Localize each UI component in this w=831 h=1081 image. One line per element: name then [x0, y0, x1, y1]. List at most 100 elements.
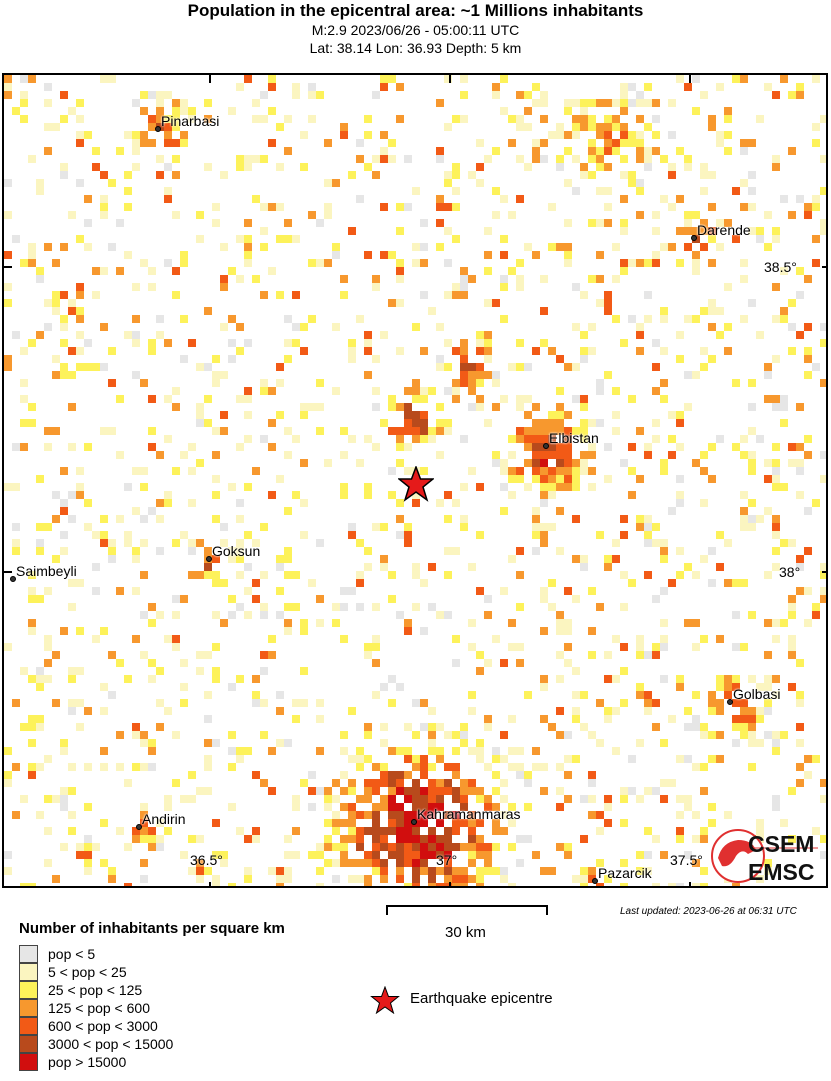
population-cell	[388, 139, 396, 147]
population-cell	[564, 643, 572, 651]
epicentre-legend-star-icon	[370, 986, 400, 1014]
population-cell	[196, 363, 204, 371]
population-cell	[84, 851, 92, 859]
population-cell	[340, 451, 348, 459]
population-cell	[812, 827, 820, 835]
population-cell	[676, 883, 684, 886]
population-cell	[148, 739, 156, 747]
legend-swatch	[19, 963, 38, 981]
population-cell	[292, 603, 300, 611]
population-cell	[564, 795, 572, 803]
population-cell	[708, 235, 716, 243]
population-cell	[372, 827, 380, 835]
population-cell	[364, 851, 372, 859]
population-cell	[764, 571, 772, 579]
population-cell	[316, 379, 324, 387]
population-cell	[732, 187, 740, 195]
population-cell	[404, 755, 412, 763]
population-cell	[412, 411, 420, 419]
population-cell	[812, 75, 820, 83]
population-cell	[388, 395, 396, 403]
population-cell	[676, 547, 684, 555]
population-cell	[204, 363, 212, 371]
population-cell	[476, 531, 484, 539]
population-cell	[92, 163, 100, 171]
population-cell	[228, 107, 236, 115]
population-cell	[52, 515, 60, 523]
population-cell	[396, 747, 404, 755]
population-cell	[588, 275, 596, 283]
population-cell	[284, 571, 292, 579]
population-cell	[796, 443, 804, 451]
population-cell	[748, 299, 756, 307]
population-cell	[580, 467, 588, 475]
population-cell	[220, 859, 228, 867]
population-cell	[636, 475, 644, 483]
population-cell	[460, 787, 468, 795]
population-cell	[212, 355, 220, 363]
population-cell	[348, 811, 356, 819]
population-cell	[244, 219, 252, 227]
population-cell	[796, 267, 804, 275]
population-cell	[276, 163, 284, 171]
population-cell	[444, 547, 452, 555]
population-cell	[676, 827, 684, 835]
population-cell	[700, 555, 708, 563]
population-map[interactable]: Pinarbasi Darende Elbistan Goksun Saimbeyli G…	[2, 73, 828, 888]
population-cell	[260, 115, 268, 123]
city-marker	[136, 824, 142, 830]
population-cell	[468, 403, 476, 411]
population-cell	[468, 363, 476, 371]
population-cell	[44, 323, 52, 331]
population-cell	[36, 331, 44, 339]
population-cell	[772, 803, 780, 811]
population-cell	[788, 635, 796, 643]
population-cell	[772, 459, 780, 467]
population-cell	[140, 107, 148, 115]
population-cell	[108, 179, 116, 187]
population-cell	[388, 747, 396, 755]
population-cell	[308, 803, 316, 811]
population-cell	[732, 443, 740, 451]
population-cell	[260, 603, 268, 611]
population-cell	[364, 723, 372, 731]
population-cell	[260, 291, 268, 299]
population-cell	[28, 739, 36, 747]
population-cell	[540, 715, 548, 723]
population-cell	[108, 75, 116, 83]
population-cell	[4, 867, 12, 875]
population-cell	[468, 787, 476, 795]
population-cell	[708, 227, 716, 235]
population-cell	[132, 131, 140, 139]
population-cell	[172, 779, 180, 787]
population-cell	[788, 603, 796, 611]
population-cell	[580, 291, 588, 299]
population-cell	[548, 523, 556, 531]
population-cell	[164, 131, 172, 139]
population-cell	[636, 211, 644, 219]
population-cell	[172, 467, 180, 475]
population-cell	[4, 75, 12, 83]
population-cell	[44, 427, 52, 435]
population-cell	[820, 323, 826, 331]
population-cell	[700, 867, 708, 875]
population-cell	[340, 491, 348, 499]
population-cell	[516, 403, 524, 411]
population-cell	[588, 443, 596, 451]
population-cell	[548, 243, 556, 251]
population-cell	[100, 323, 108, 331]
population-cell	[716, 635, 724, 643]
population-cell	[724, 683, 732, 691]
population-cell	[412, 323, 420, 331]
population-cell	[412, 435, 420, 443]
population-cell	[636, 643, 644, 651]
population-cell	[236, 547, 244, 555]
population-cell	[332, 387, 340, 395]
population-cell	[132, 371, 140, 379]
population-cell	[484, 347, 492, 355]
population-cell	[268, 83, 276, 91]
city-marker	[411, 819, 417, 825]
population-cell	[756, 835, 764, 843]
population-cell	[548, 419, 556, 427]
population-cell	[428, 827, 436, 835]
